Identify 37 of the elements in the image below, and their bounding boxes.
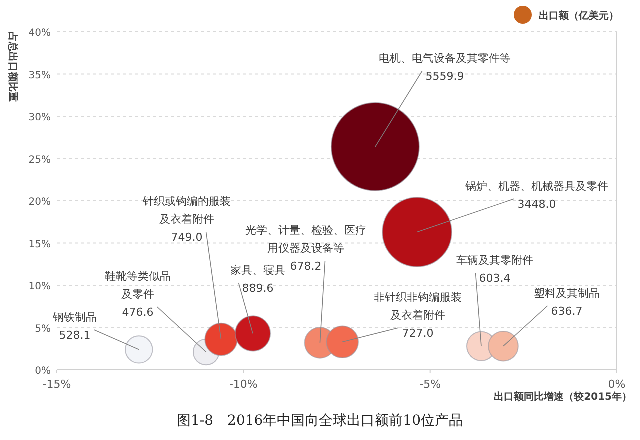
x-axis-title: 出口额同比增速（较2015年） <box>494 391 632 403</box>
data-label: 476.6 <box>122 306 154 319</box>
annotation: 钢铁制品 <box>52 311 97 324</box>
y-tick-label: 20% <box>28 197 51 208</box>
data-label: 3448.0 <box>518 198 556 211</box>
annotation: 塑料及其制品 <box>534 287 600 300</box>
x-tick-label: -10% <box>229 378 258 391</box>
y-tick-label: 15% <box>28 239 51 250</box>
data-label: 636.7 <box>551 305 583 318</box>
y-tick-label: 25% <box>28 154 51 166</box>
data-label: 727.0 <box>402 327 434 340</box>
y-tick-label: 30% <box>28 112 51 124</box>
y-tick-label: 10% <box>28 282 51 292</box>
y-tick-label: 0% <box>35 366 51 377</box>
annotation: 电机、电气设备及其零件等 <box>379 52 511 65</box>
data-label: 5559.9 <box>426 70 464 83</box>
text: 图1-8 2016年中国向全球出口额前10位产品 <box>177 413 463 429</box>
x-tick-label: -5% <box>420 378 442 391</box>
y-tick-label: 5% <box>35 324 51 335</box>
legend: 出口额（亿美元） <box>514 6 619 24</box>
x-tick-label: -15% <box>42 378 72 391</box>
annotation: 非针织非钩编服装及衣着附件 <box>374 291 462 322</box>
y-tick-label: 40% <box>28 28 51 39</box>
data-label: 528.1 <box>59 329 91 342</box>
annotation: 车辆及其零附件 <box>456 254 534 267</box>
annotation: 锅炉、机器、机械器具及零件 <box>464 180 608 193</box>
x-tick-label: 0% <box>608 378 626 391</box>
y-axis-title: 占总出口额比重 <box>7 32 19 102</box>
annotation: 光学、计量、检验、医疗用仪器及设备等 <box>246 224 366 255</box>
annotation: 鞋靴等类似品及零件 <box>105 270 171 301</box>
data-label: 889.6 <box>242 282 274 295</box>
data-label: 678.2 <box>290 260 322 273</box>
data-label: 749.0 <box>171 231 203 244</box>
annotation: 针织或钩编的服装及衣着附件 <box>142 195 231 226</box>
annotation: 家具、寝具 <box>230 264 286 277</box>
data-label: 603.4 <box>479 272 511 285</box>
y-tick-label: 35% <box>28 70 51 82</box>
